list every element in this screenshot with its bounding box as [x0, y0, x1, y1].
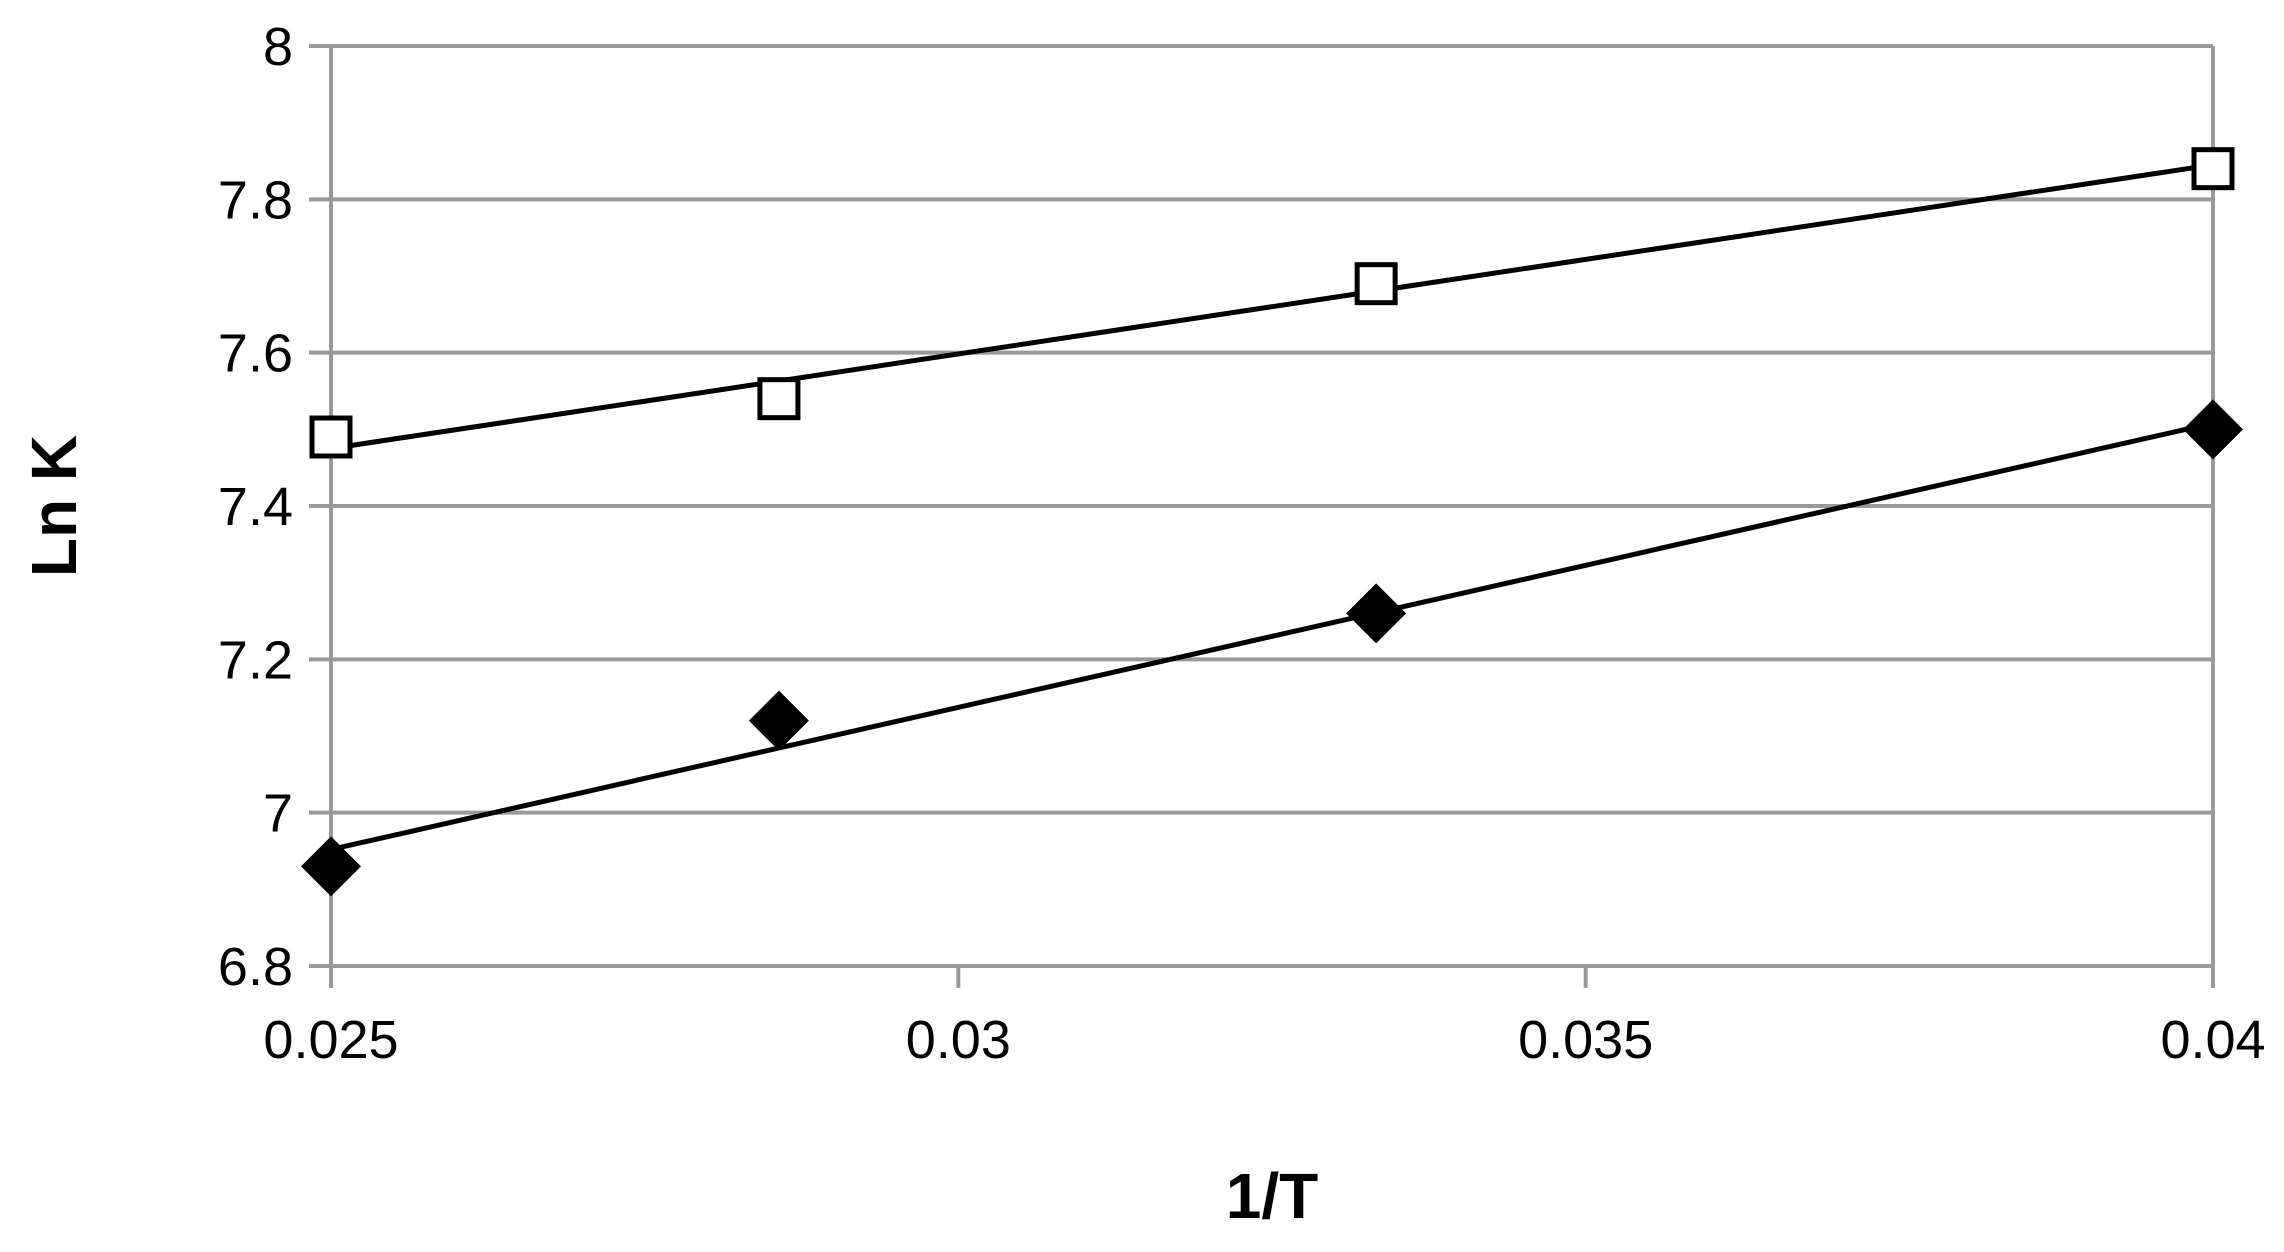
y-tick-label: 7.6 [218, 324, 293, 384]
y-tick-label: 7.2 [218, 630, 293, 690]
x-tick-label: 0.025 [263, 1010, 398, 1070]
series-2-point [301, 836, 361, 897]
tick-labels: 6.8 7 7.2 7.4 7.6 7.8 8 0.025 0.03 0.035 0.04 [218, 17, 2266, 1070]
series-2-point [1346, 583, 1407, 644]
y-tick-label: 6.8 [218, 937, 293, 997]
x-axis-title: 1/T [1226, 1160, 1318, 1232]
x-tick-label: 0.03 [906, 1010, 1011, 1070]
y-tick-label: 8 [263, 17, 293, 77]
axes [309, 44, 2215, 988]
y-axis-title: Ln K [18, 435, 90, 577]
x-tick-label: 0.04 [2160, 1010, 2265, 1070]
y-tick-label: 7.4 [218, 477, 293, 537]
series-1-point [2191, 147, 2235, 191]
x-tick-label: 0.035 [1518, 1010, 1653, 1070]
gridlines [331, 44, 2213, 968]
data-markers [301, 147, 2243, 897]
series-1-point [309, 415, 353, 459]
y-tick-label: 7.8 [218, 170, 293, 230]
y-tick-label: 7 [263, 784, 293, 844]
series-2-trendline [330, 420, 2214, 852]
trendlines [330, 162, 2214, 852]
series-2-point [748, 690, 809, 751]
series-1-point [1354, 262, 1398, 306]
series-1-trendline [330, 162, 2214, 451]
series-2-point [2183, 399, 2243, 460]
series-1-point [757, 377, 801, 421]
